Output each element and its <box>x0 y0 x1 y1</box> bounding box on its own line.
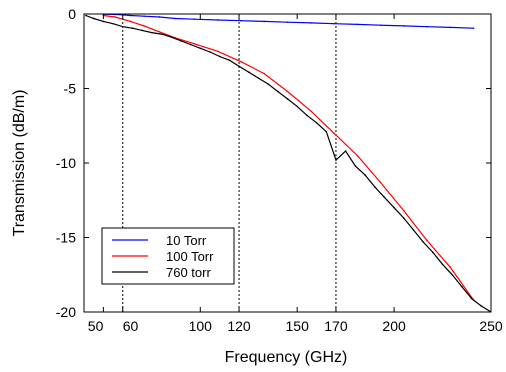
data-point <box>174 17 176 20</box>
data-point <box>402 25 405 27</box>
data-point <box>296 105 298 108</box>
data-point <box>480 305 483 307</box>
data-point <box>277 90 279 93</box>
data-point <box>402 209 405 212</box>
data-point <box>335 159 337 161</box>
data-point <box>247 71 250 73</box>
x-tick-label: 60 <box>123 318 139 334</box>
data-point <box>199 47 202 50</box>
data-point <box>470 297 473 300</box>
data-point <box>356 23 359 26</box>
y-axis-title: Transmission (dB/m) <box>11 90 28 237</box>
data-point <box>228 59 231 61</box>
data-point <box>441 263 444 266</box>
x-tick-label: 120 <box>227 318 251 334</box>
data-point <box>121 25 124 28</box>
data-point <box>193 18 196 21</box>
y-tick-label: -10 <box>56 155 76 171</box>
data-point <box>102 20 105 23</box>
data-point <box>129 20 132 23</box>
data-point <box>461 285 463 288</box>
data-point <box>170 36 173 38</box>
data-point <box>309 22 312 24</box>
data-point <box>267 83 269 85</box>
y-tick-label: -15 <box>56 230 76 246</box>
data-point <box>325 130 328 133</box>
data-point <box>449 266 452 269</box>
data-point <box>422 241 424 243</box>
data-point <box>158 16 161 18</box>
data-point <box>286 98 289 100</box>
data-point <box>189 43 192 46</box>
data-point <box>426 239 428 242</box>
data-point <box>158 31 161 33</box>
data-point <box>216 50 219 53</box>
legend-label: 100 Torr <box>166 249 214 264</box>
data-point <box>257 77 260 79</box>
x-tick-label: 50 <box>88 318 104 334</box>
data-point <box>143 25 145 27</box>
y-tick-label: -5 <box>64 81 77 97</box>
data-point <box>180 40 182 42</box>
data-point <box>218 55 221 58</box>
data-point <box>472 27 475 29</box>
data-point <box>286 90 289 93</box>
data-point <box>354 165 357 167</box>
data-point <box>432 251 434 254</box>
data-point <box>451 273 454 276</box>
data-point <box>143 15 145 18</box>
data-point <box>309 110 312 112</box>
y-tick-label: -20 <box>56 304 76 320</box>
data-point <box>112 22 114 25</box>
data-point <box>286 21 289 23</box>
data-point <box>216 19 219 21</box>
data-point <box>333 22 335 25</box>
data-point <box>92 17 95 20</box>
data-point <box>240 60 242 63</box>
data-point <box>426 25 428 28</box>
data-point <box>238 65 240 67</box>
data-point <box>129 14 132 17</box>
data-point <box>344 150 347 152</box>
x-axis-title: Frequency (GHz) <box>225 349 348 366</box>
data-point <box>209 51 211 53</box>
x-tick-label: 150 <box>286 318 310 334</box>
data-point <box>263 20 266 23</box>
data-point <box>412 229 415 231</box>
data-point <box>373 186 376 188</box>
data-point <box>364 174 366 176</box>
data-point <box>240 19 242 22</box>
data-point <box>114 16 116 18</box>
legend-label: 760 torr <box>166 265 211 280</box>
legend-label: 10 Torr <box>166 233 207 248</box>
y-tick-label: 0 <box>68 6 76 22</box>
data-point <box>393 206 395 209</box>
data-point <box>402 217 405 219</box>
data-point <box>151 31 153 34</box>
data-point <box>160 33 163 35</box>
data-point <box>383 196 386 199</box>
data-point <box>306 114 308 117</box>
data-point <box>315 121 318 124</box>
x-tick-label: 100 <box>189 318 213 334</box>
x-tick-label: 200 <box>382 318 406 334</box>
data-point <box>379 181 382 184</box>
data-point <box>263 72 266 75</box>
data-point <box>141 29 143 32</box>
data-point <box>333 132 335 134</box>
data-point <box>85 14 87 17</box>
data-point <box>193 43 196 45</box>
data-point <box>379 24 382 26</box>
data-point <box>356 154 359 157</box>
data-point <box>449 26 452 29</box>
x-tick-label: 170 <box>324 318 348 334</box>
data-point <box>131 27 134 29</box>
x-tick-label: 250 <box>479 318 503 334</box>
